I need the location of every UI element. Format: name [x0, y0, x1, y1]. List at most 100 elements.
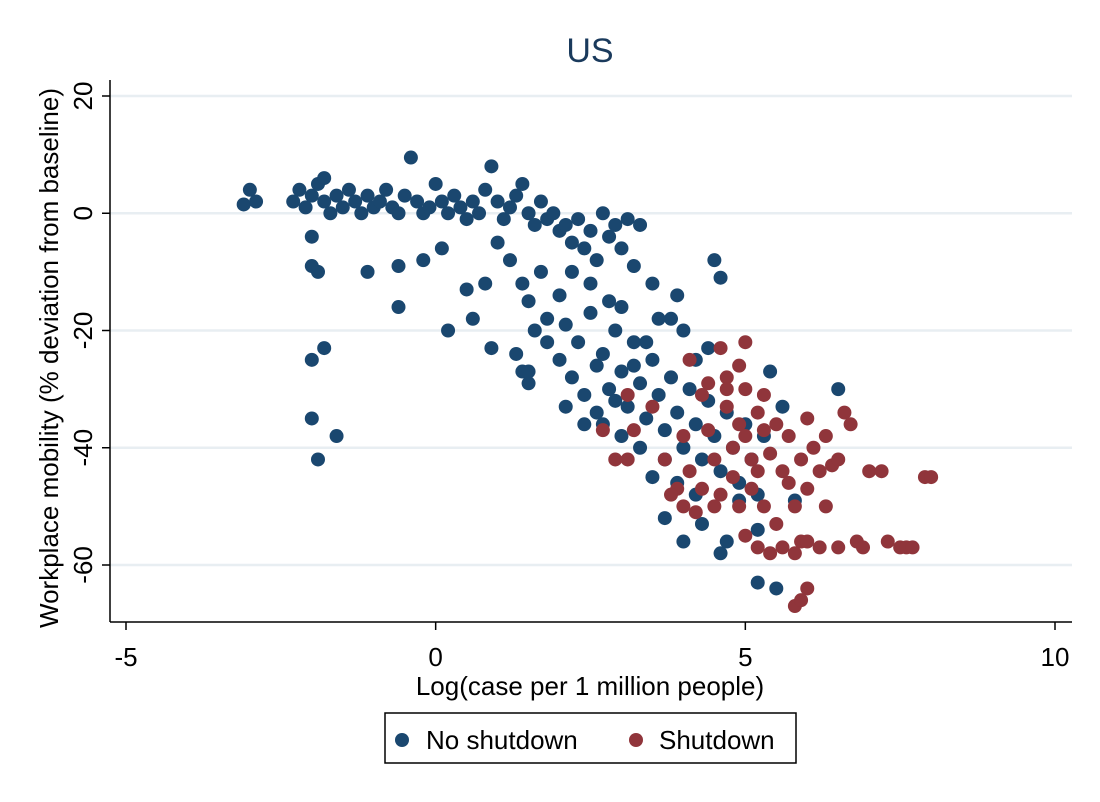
point-no-shutdown [391, 206, 406, 221]
point-no-shutdown [633, 217, 648, 232]
gridlines [110, 94, 1072, 567]
point-shutdown [775, 540, 790, 555]
point-no-shutdown [472, 206, 487, 221]
point-no-shutdown [713, 546, 728, 561]
point-shutdown [595, 423, 610, 438]
point-shutdown [880, 534, 895, 549]
point-no-shutdown [509, 188, 524, 203]
point-no-shutdown [335, 200, 350, 215]
point-no-shutdown [422, 200, 437, 215]
point-no-shutdown [391, 259, 406, 274]
point-no-shutdown [775, 399, 790, 414]
point-no-shutdown [769, 581, 784, 596]
point-no-shutdown [304, 411, 319, 426]
point-no-shutdown [329, 429, 344, 444]
point-shutdown [831, 452, 846, 467]
point-no-shutdown [533, 264, 548, 279]
point-shutdown [763, 546, 778, 561]
point-no-shutdown [434, 241, 449, 256]
point-no-shutdown [750, 575, 765, 590]
point-shutdown [800, 581, 815, 596]
point-no-shutdown [515, 176, 530, 191]
point-no-shutdown [317, 194, 332, 209]
point-no-shutdown [360, 264, 375, 279]
point-no-shutdown [602, 382, 617, 397]
legend-marker-no-shutdown [395, 733, 409, 747]
point-no-shutdown [447, 188, 462, 203]
y-tick-label: 20 [68, 82, 98, 111]
point-no-shutdown [298, 200, 313, 215]
point-no-shutdown [626, 335, 641, 350]
point-shutdown [750, 405, 765, 420]
point-no-shutdown [676, 440, 691, 455]
point-no-shutdown [676, 534, 691, 549]
point-shutdown [744, 452, 759, 467]
point-no-shutdown [645, 470, 660, 485]
point-no-shutdown [286, 194, 301, 209]
point-shutdown [694, 387, 709, 402]
point-shutdown [645, 399, 660, 414]
point-shutdown [769, 516, 784, 531]
point-no-shutdown [571, 212, 586, 227]
point-shutdown [620, 452, 635, 467]
point-shutdown [874, 464, 889, 479]
y-tick-label: -40 [68, 429, 98, 467]
point-no-shutdown [434, 194, 449, 209]
point-no-shutdown [608, 217, 623, 232]
point-no-shutdown [707, 253, 722, 268]
point-no-shutdown [348, 194, 363, 209]
point-shutdown [713, 341, 728, 356]
point-shutdown [800, 411, 815, 426]
point-shutdown [800, 534, 815, 549]
point-shutdown [781, 475, 796, 490]
point-no-shutdown [614, 364, 629, 379]
point-no-shutdown [360, 188, 375, 203]
point-no-shutdown [583, 276, 598, 291]
point-shutdown [701, 423, 716, 438]
point-no-shutdown [323, 206, 338, 221]
point-no-shutdown [713, 270, 728, 285]
point-no-shutdown [676, 323, 691, 338]
point-shutdown [812, 464, 827, 479]
legend: No shutdown Shutdown [384, 712, 797, 764]
point-no-shutdown [750, 522, 765, 537]
point-no-shutdown [527, 323, 542, 338]
point-no-shutdown [341, 182, 356, 197]
point-no-shutdown [558, 317, 573, 332]
y-tick-label: -60 [68, 546, 98, 584]
point-shutdown [794, 593, 809, 608]
point-shutdown [676, 499, 691, 514]
data-points [236, 150, 939, 614]
point-no-shutdown [546, 206, 561, 221]
point-no-shutdown [595, 346, 610, 361]
point-shutdown [676, 429, 691, 444]
point-no-shutdown [416, 253, 431, 268]
point-shutdown [924, 470, 939, 485]
legend-label-no-shutdown: No shutdown [426, 725, 578, 755]
x-tick-label: -5 [114, 642, 137, 672]
point-no-shutdown [608, 393, 623, 408]
point-no-shutdown [651, 387, 666, 402]
point-no-shutdown [614, 300, 629, 315]
point-no-shutdown [552, 352, 567, 367]
point-shutdown [905, 540, 920, 555]
point-no-shutdown [521, 206, 536, 221]
point-no-shutdown [372, 194, 387, 209]
point-no-shutdown [626, 259, 641, 274]
point-shutdown [800, 481, 815, 496]
point-no-shutdown [304, 188, 319, 203]
point-shutdown [719, 399, 734, 414]
legend-marker-shutdown [629, 733, 643, 747]
point-shutdown [806, 440, 821, 455]
point-shutdown [725, 440, 740, 455]
point-shutdown [818, 499, 833, 514]
point-shutdown [769, 417, 784, 432]
point-no-shutdown [521, 294, 536, 309]
point-no-shutdown [583, 305, 598, 320]
point-no-shutdown [558, 399, 573, 414]
point-no-shutdown [490, 194, 505, 209]
point-no-shutdown [657, 511, 672, 526]
point-no-shutdown [317, 171, 332, 186]
point-shutdown [812, 540, 827, 555]
point-shutdown [756, 423, 771, 438]
